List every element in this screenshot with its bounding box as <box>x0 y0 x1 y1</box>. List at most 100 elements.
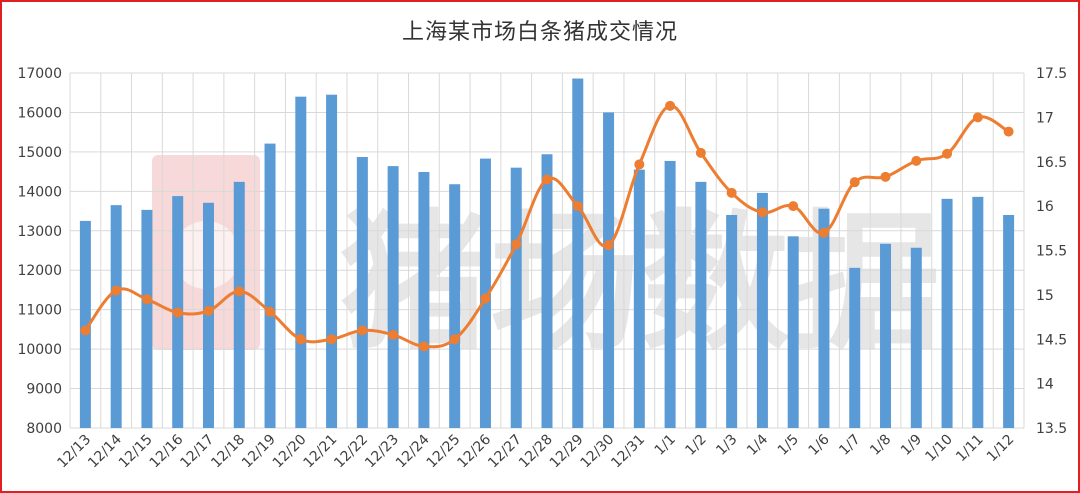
bar <box>880 243 892 428</box>
bar <box>479 158 491 428</box>
right-tick-label: 16 <box>1036 199 1054 215</box>
x-tick-label: 12/27 <box>485 432 525 472</box>
bar <box>664 160 676 428</box>
x-tick-label: 12/22 <box>331 432 371 472</box>
bar <box>695 181 707 428</box>
bar <box>264 143 276 428</box>
bar <box>818 208 830 428</box>
bar <box>326 94 338 428</box>
left-tick-label: 9000 <box>26 382 62 398</box>
x-tick-label: 12/29 <box>547 432 587 472</box>
line-point <box>111 285 122 296</box>
bar <box>849 267 861 428</box>
line-point <box>542 174 552 185</box>
line-point <box>972 112 983 123</box>
left-tick-label: 11000 <box>17 303 62 319</box>
x-tick-label: 1/11 <box>953 432 987 466</box>
line-point <box>665 100 676 111</box>
line-point <box>849 177 860 188</box>
right-tick-label: 17.5 <box>1036 66 1067 82</box>
line-point <box>1003 126 1014 137</box>
chart-title: 上海某市场白条猪成交情况 <box>401 20 678 45</box>
bar <box>756 192 768 428</box>
line-point <box>295 334 306 345</box>
left-tick-label: 13000 <box>17 224 62 240</box>
line-point <box>726 187 737 198</box>
line-point <box>418 341 429 352</box>
left-tick-label: 14000 <box>17 184 62 200</box>
right-tick-label: 16.5 <box>1036 155 1067 171</box>
line-point <box>388 329 399 340</box>
line-point <box>788 201 799 212</box>
x-tick-label: 12/25 <box>424 432 464 472</box>
bar <box>541 154 553 428</box>
right-tick-label: 17 <box>1036 110 1054 126</box>
right-tick-label: 13.5 <box>1036 421 1067 437</box>
line-point <box>172 307 183 318</box>
bar <box>572 78 584 429</box>
line-point <box>203 305 214 316</box>
x-tick-label: 1/10 <box>922 432 956 466</box>
x-tick-label: 12/20 <box>270 432 310 472</box>
x-tick-label: 1/4 <box>744 431 771 458</box>
line-point <box>880 171 891 182</box>
x-tick-label: 12/16 <box>147 431 187 471</box>
bar <box>418 172 430 428</box>
x-tick-label: 1/3 <box>713 432 740 459</box>
right-tick-label: 15.5 <box>1036 244 1067 260</box>
right-tick-label: 15 <box>1036 288 1054 304</box>
x-tick-label: 1/8 <box>867 432 894 459</box>
x-tick-label: 12/23 <box>362 432 402 472</box>
bar-series <box>79 78 1015 429</box>
line-point <box>80 325 91 336</box>
bar <box>449 184 461 428</box>
bar <box>726 215 738 428</box>
x-tick-label: 12/26 <box>454 431 494 471</box>
x-tick-label: 12/21 <box>301 432 341 472</box>
right-axis: 13.5 14 14.5 15 15.5 16 16.5 17 17.5 <box>1036 66 1067 437</box>
x-axis: 12/1312/1412/1512/1612/1712/1812/1912/20… <box>54 431 1017 471</box>
line-point <box>942 148 953 159</box>
x-tick-label: 1/1 <box>652 432 679 459</box>
line-point <box>265 306 276 317</box>
x-tick-label: 1/7 <box>836 432 863 459</box>
x-tick-label: 12/18 <box>208 432 248 472</box>
left-tick-label: 16000 <box>17 105 62 121</box>
x-tick-label: 12/13 <box>54 432 94 472</box>
line-point <box>603 240 614 251</box>
x-tick-label: 12/19 <box>239 432 279 472</box>
x-tick-label: 12/24 <box>393 431 433 471</box>
line-point <box>511 239 522 250</box>
bar <box>233 181 245 428</box>
right-tick-label: 14 <box>1036 377 1054 393</box>
bar <box>910 247 922 428</box>
x-tick-label: 1/9 <box>898 432 925 459</box>
bar <box>941 198 953 428</box>
bar <box>356 157 368 428</box>
gridlines <box>69 72 1025 429</box>
line-point <box>449 334 460 345</box>
line-point <box>480 293 491 304</box>
bar <box>295 96 307 429</box>
line-point <box>634 159 645 170</box>
left-axis: 8000 9000 10000 11000 12000 13000 14000 15000 16… <box>17 66 62 437</box>
x-tick-label: 12/14 <box>85 431 125 471</box>
x-tick-label: 1/12 <box>984 432 1018 466</box>
bar <box>603 112 615 428</box>
bar <box>787 236 799 428</box>
x-tick-label: 1/2 <box>682 432 709 459</box>
x-tick-label: 12/31 <box>608 432 648 472</box>
line-series <box>80 100 1014 352</box>
x-tick-label: 12/30 <box>578 432 618 472</box>
right-tick-label: 14.5 <box>1036 332 1067 348</box>
bar <box>141 209 153 428</box>
left-tick-label: 8000 <box>26 421 62 437</box>
x-tick-label: 1/6 <box>806 431 833 458</box>
bar <box>110 205 122 428</box>
bar <box>79 220 91 428</box>
x-tick-label: 12/17 <box>177 432 217 472</box>
line-point <box>357 325 368 336</box>
line-point <box>234 286 245 297</box>
bar <box>972 196 984 428</box>
